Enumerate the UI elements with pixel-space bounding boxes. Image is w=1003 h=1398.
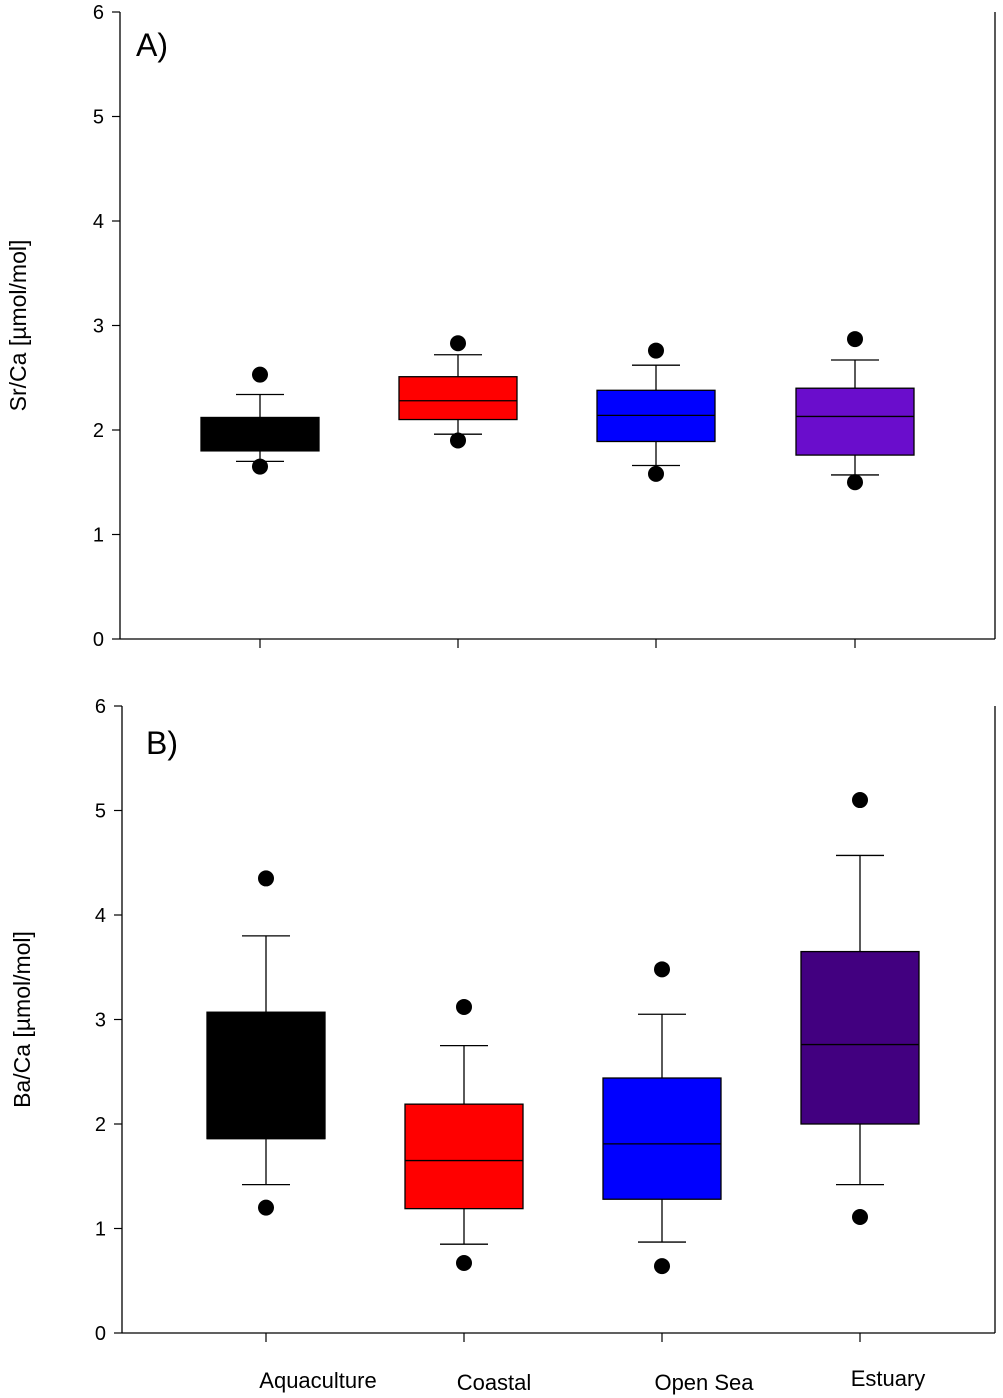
box-open-sea	[596, 342, 716, 482]
outlier-point	[654, 1258, 670, 1275]
y-tick-label: 2	[93, 420, 104, 442]
outlier-point	[252, 458, 268, 475]
box-coastal	[398, 335, 518, 449]
outlier-point	[258, 1199, 274, 1216]
outlier-point	[258, 870, 274, 887]
outlier-point	[654, 961, 670, 978]
outlier-point	[450, 335, 466, 352]
box-aquaculture	[200, 366, 320, 475]
outlier-point	[648, 465, 664, 482]
box-iqr	[602, 1077, 722, 1200]
y-axis-label: Ba/Ca [µmol/mol]	[9, 931, 35, 1108]
panel-b: 0 1 2 3 4 5 6 Ba/Ca [µmol/mol] B) Aquaculture Coas…	[9, 696, 996, 1395]
outlier-point	[847, 331, 863, 348]
box-iqr	[398, 376, 518, 421]
outlier-point	[852, 792, 868, 809]
box-estuary	[795, 331, 915, 491]
y-tick-label: 1	[93, 525, 104, 547]
x-category-label: Coastal	[457, 1370, 532, 1395]
outlier-point	[456, 1254, 472, 1271]
y-tick-label: 2	[95, 1114, 106, 1136]
x-category-label: Open Sea	[654, 1370, 754, 1395]
box-open-sea	[602, 961, 722, 1275]
outlier-point	[456, 998, 472, 1015]
y-tick-label: 4	[93, 211, 104, 233]
panel-a: 0 1 2 3 4 5 6 Sr/Ca [µmol/mol] A)	[5, 2, 996, 651]
y-tick-label: 0	[95, 1323, 106, 1345]
outlier-point	[252, 366, 268, 383]
y-axis-label: Sr/Ca [µmol/mol]	[5, 240, 31, 412]
box-aquaculture	[206, 870, 326, 1216]
box-coastal	[404, 998, 524, 1271]
box-estuary	[800, 792, 920, 1226]
box-iqr	[795, 387, 915, 456]
y-tick-label: 5	[93, 107, 104, 129]
y-tick-label: 3	[93, 316, 104, 338]
y-tick-label: 0	[93, 629, 104, 651]
outlier-point	[852, 1209, 868, 1226]
x-category-label: Aquaculture	[259, 1368, 376, 1393]
y-tick-label: 6	[93, 2, 104, 24]
outlier-point	[648, 342, 664, 359]
y-tick-label: 3	[95, 1010, 106, 1032]
panel-label: A)	[136, 27, 168, 63]
box-iqr	[206, 1011, 326, 1140]
outlier-point	[847, 474, 863, 491]
y-tick-label: 5	[95, 801, 106, 823]
panel-label: B)	[146, 725, 178, 761]
y-tick-label: 4	[95, 905, 106, 927]
outlier-point	[450, 432, 466, 449]
box-iqr	[404, 1103, 524, 1210]
box-iqr	[200, 416, 320, 452]
y-tick-label: 6	[95, 696, 106, 718]
box-iqr	[800, 950, 920, 1125]
x-category-label: Estuary	[851, 1366, 926, 1391]
y-tick-label: 1	[95, 1219, 106, 1241]
